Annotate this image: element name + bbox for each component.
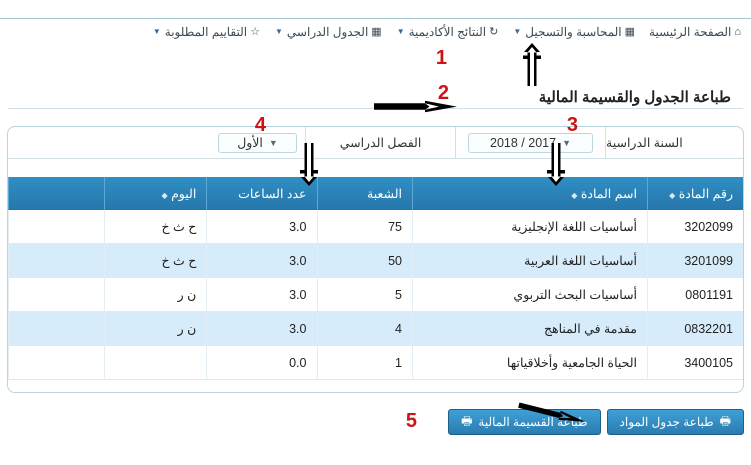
svg-text:1: 1 (436, 47, 447, 69)
svg-text:2: 2 (438, 82, 449, 104)
